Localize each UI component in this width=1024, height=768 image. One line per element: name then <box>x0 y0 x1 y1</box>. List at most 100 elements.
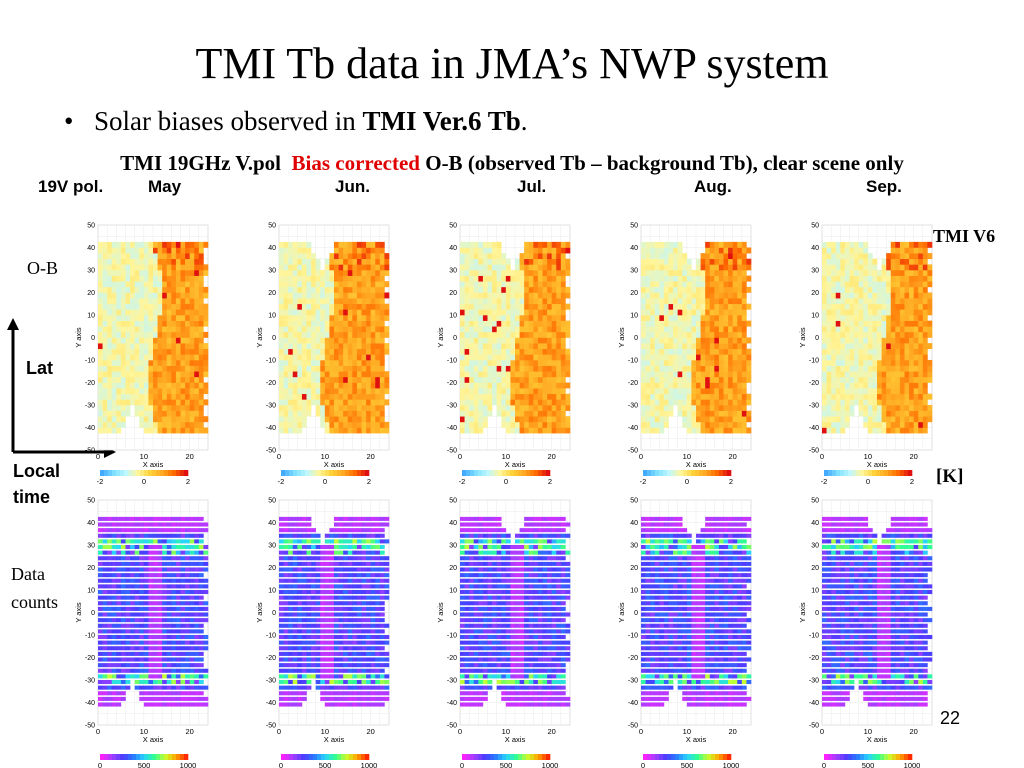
heatmap-cell <box>686 416 692 423</box>
heatmap-cell <box>130 567 135 572</box>
heatmap-cell <box>306 388 312 395</box>
heatmap-cell <box>519 360 525 366</box>
heatmap-cell <box>379 376 385 383</box>
heatmap-cell <box>111 696 117 701</box>
heatmap-cell <box>718 421 724 428</box>
heatmap-cell <box>547 247 552 254</box>
heatmap-cell <box>107 651 113 656</box>
heatmap-cell <box>203 618 209 623</box>
heatmap-cell <box>347 286 353 293</box>
heatmap-cell <box>366 331 371 338</box>
heatmap-cell <box>886 388 892 395</box>
heatmap-cell <box>723 253 729 260</box>
heatmap-cell <box>116 663 122 668</box>
heatmap-cell <box>125 388 131 395</box>
heatmap-cell <box>877 410 882 417</box>
heatmap-cell <box>826 331 832 338</box>
heatmap-cell <box>547 320 552 327</box>
heatmap-cell <box>329 286 335 293</box>
heatmap-cell <box>143 421 149 428</box>
heatmap-cell <box>654 286 660 293</box>
heatmap-cell <box>668 286 674 293</box>
heatmap-cell <box>515 281 520 288</box>
colorbar-swatch <box>309 470 314 476</box>
heatmap-cell <box>877 427 882 434</box>
heatmap-cell <box>686 331 692 338</box>
heatmap-cell <box>102 421 108 428</box>
heatmap-cell <box>175 646 181 651</box>
heatmap-cell <box>872 388 878 395</box>
heatmap-cell <box>723 421 729 428</box>
heatmap-cell <box>98 253 103 260</box>
heatmap-cell <box>501 354 507 361</box>
heatmap-cell <box>139 393 145 400</box>
heatmap-cell <box>835 393 841 400</box>
heatmap-cell <box>356 286 362 293</box>
heatmap-cell <box>528 258 534 265</box>
heatmap-cell <box>677 376 683 383</box>
heatmap-cell <box>524 309 530 316</box>
heatmap-cell <box>125 382 131 389</box>
heatmap-cell <box>125 556 131 561</box>
heatmap-cell <box>922 421 928 428</box>
heatmap-cell <box>379 270 385 276</box>
heatmap-cell <box>143 680 149 685</box>
heatmap-cell <box>918 331 924 338</box>
heatmap-cell <box>139 561 145 566</box>
heatmap-cell <box>469 320 475 327</box>
heatmap-cell <box>881 388 887 395</box>
heatmap-cell <box>379 281 385 288</box>
heatmap-cell <box>728 281 733 288</box>
heatmap-cell <box>741 315 747 321</box>
heatmap-cell <box>524 337 530 344</box>
heatmap-cell <box>691 382 697 389</box>
heatmap-cell <box>288 281 294 288</box>
heatmap-cell <box>537 292 543 299</box>
heatmap-cell <box>125 270 131 276</box>
heatmap-cell <box>849 343 855 350</box>
heatmap-cell <box>279 270 284 276</box>
heatmap-cell <box>107 303 113 310</box>
heatmap-cell <box>120 393 126 400</box>
heatmap-cell <box>668 343 674 350</box>
heatmap-cell <box>922 303 928 310</box>
heatmap-cell <box>171 399 177 406</box>
heatmap-cell <box>379 354 385 361</box>
heatmap-cell <box>831 337 837 344</box>
heatmap-cell <box>288 303 294 310</box>
heatmap-cell <box>107 405 113 411</box>
heatmap-cell <box>306 286 312 293</box>
heatmap-cell <box>858 241 864 248</box>
heatmap-cell <box>515 410 520 417</box>
heatmap-cell <box>668 354 674 361</box>
heatmap-cell <box>334 421 339 428</box>
heatmap-cell <box>700 326 706 333</box>
heatmap-cell <box>301 315 307 321</box>
heatmap-cell <box>311 253 316 260</box>
heatmap-cell <box>338 348 344 355</box>
heatmap-cell <box>356 258 362 265</box>
heatmap-cell <box>143 286 149 293</box>
y-tick-label: -10 <box>266 358 276 365</box>
colorbar-swatch <box>317 470 322 476</box>
heatmap-cell <box>881 258 887 265</box>
heatmap-cell <box>139 247 145 254</box>
heatmap-cell <box>171 696 177 701</box>
heatmap-cell <box>492 275 497 282</box>
heatmap-cell <box>501 421 507 428</box>
heatmap-cell <box>533 354 539 361</box>
heatmap-cell <box>854 264 859 271</box>
y-tick-label: 0 <box>272 335 276 342</box>
heatmap-cell <box>283 416 289 423</box>
heatmap-cell <box>904 410 910 417</box>
heatmap-cell <box>107 343 113 350</box>
heatmap-cell <box>849 410 855 417</box>
colorbar-swatch <box>896 470 901 476</box>
heatmap-cell <box>180 691 186 696</box>
heatmap-cell <box>714 264 720 271</box>
heatmap-cell <box>143 326 149 333</box>
heatmap-cell <box>723 343 729 350</box>
heatmap-cell <box>279 258 284 265</box>
heatmap-cell <box>198 331 204 338</box>
colorbar-swatch <box>345 470 350 476</box>
